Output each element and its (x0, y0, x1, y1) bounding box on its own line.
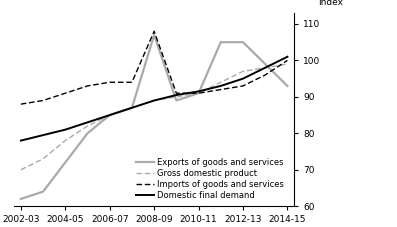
Domestic final demand (152, 99, 156, 102)
Gross domestic product (285, 63, 290, 65)
Domestic final demand (263, 66, 268, 69)
Gross domestic product (19, 168, 23, 171)
Exports of goods and services (263, 63, 268, 65)
Exports of goods and services (241, 41, 245, 44)
Legend: Exports of goods and services, Gross domestic product, Imports of goods and serv: Exports of goods and services, Gross dom… (136, 158, 284, 200)
Gross domestic product (263, 66, 268, 69)
Domestic final demand (63, 128, 67, 131)
Gross domestic product (63, 139, 67, 142)
Imports of goods and services (241, 84, 245, 87)
Domestic final demand (196, 90, 201, 93)
Gross domestic product (218, 81, 223, 84)
Gross domestic product (41, 158, 46, 160)
Domestic final demand (241, 77, 245, 80)
Exports of goods and services (19, 197, 23, 200)
Exports of goods and services (152, 34, 156, 36)
Domestic final demand (285, 55, 290, 58)
Exports of goods and services (41, 190, 46, 193)
Imports of goods and services (196, 92, 201, 95)
Imports of goods and services (63, 92, 67, 95)
Imports of goods and services (218, 88, 223, 91)
Gross domestic product (107, 114, 112, 116)
Exports of goods and services (196, 92, 201, 95)
Domestic final demand (129, 106, 134, 109)
Gross domestic product (129, 106, 134, 109)
Line: Exports of goods and services: Exports of goods and services (21, 35, 287, 199)
Domestic final demand (174, 94, 179, 96)
Line: Imports of goods and services: Imports of goods and services (21, 31, 287, 104)
Gross domestic product (174, 96, 179, 98)
Exports of goods and services (85, 132, 90, 135)
Exports of goods and services (174, 99, 179, 102)
Imports of goods and services (263, 74, 268, 76)
Line: Gross domestic product: Gross domestic product (21, 64, 287, 170)
Exports of goods and services (129, 106, 134, 109)
Line: Domestic final demand: Domestic final demand (21, 57, 287, 141)
Imports of goods and services (85, 84, 90, 87)
Exports of goods and services (63, 161, 67, 164)
Imports of goods and services (152, 30, 156, 33)
Y-axis label: index: index (318, 0, 343, 7)
Exports of goods and services (107, 114, 112, 116)
Imports of goods and services (174, 92, 179, 95)
Exports of goods and services (218, 41, 223, 44)
Gross domestic product (152, 99, 156, 102)
Domestic final demand (218, 84, 223, 87)
Gross domestic product (85, 125, 90, 127)
Domestic final demand (107, 114, 112, 116)
Imports of goods and services (41, 99, 46, 102)
Imports of goods and services (19, 103, 23, 106)
Exports of goods and services (285, 84, 290, 87)
Imports of goods and services (129, 81, 134, 84)
Domestic final demand (41, 134, 46, 136)
Domestic final demand (19, 139, 23, 142)
Gross domestic product (241, 70, 245, 73)
Domestic final demand (85, 121, 90, 124)
Imports of goods and services (107, 81, 112, 84)
Imports of goods and services (285, 59, 290, 62)
Gross domestic product (196, 92, 201, 95)
